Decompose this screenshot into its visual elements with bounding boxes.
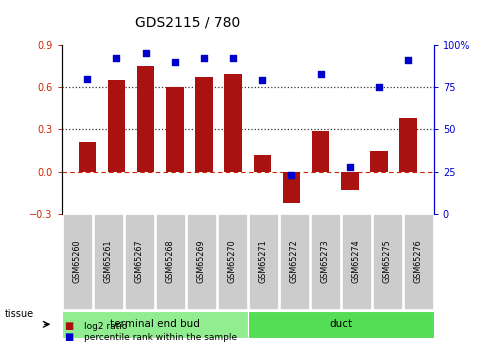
Point [258,78,266,83]
Point [141,50,149,56]
Text: GSM65260: GSM65260 [72,239,82,283]
Text: GSM65275: GSM65275 [383,239,392,283]
Bar [78,142,96,172]
Point [171,59,179,65]
Bar [107,80,125,172]
Text: duct: duct [329,319,352,329]
Bar [224,75,242,172]
Bar [137,66,154,172]
Text: tissue: tissue [5,309,34,319]
Point [83,76,91,81]
Bar [283,172,300,203]
Point [317,71,324,76]
Text: GSM65272: GSM65272 [290,239,299,283]
Bar [399,118,417,172]
Point [200,56,208,61]
Point [346,164,354,169]
Point [375,85,383,90]
Point [112,56,120,61]
Text: percentile rank within the sample: percentile rank within the sample [84,333,237,342]
Text: GSM65267: GSM65267 [135,239,143,283]
Text: GSM65274: GSM65274 [352,239,361,283]
Text: GSM65269: GSM65269 [197,239,206,283]
Text: GSM65271: GSM65271 [259,239,268,283]
Point [287,172,295,178]
Text: GSM65276: GSM65276 [414,239,423,283]
Text: GSM65268: GSM65268 [166,239,175,283]
Point [404,57,412,63]
Bar [195,77,212,172]
Bar [370,150,388,172]
Text: GDS2115 / 780: GDS2115 / 780 [135,16,240,30]
Text: GSM65261: GSM65261 [104,239,113,283]
Point [229,56,237,61]
Bar [312,131,329,172]
Text: ■: ■ [64,321,73,331]
Text: GSM65273: GSM65273 [321,239,330,283]
Bar [166,87,183,172]
Text: GSM65270: GSM65270 [228,239,237,283]
Text: ■: ■ [64,333,73,342]
Text: log2 ratio: log2 ratio [84,322,127,331]
Bar [253,155,271,172]
Text: terminal end bud: terminal end bud [110,319,200,329]
Bar [341,172,358,190]
